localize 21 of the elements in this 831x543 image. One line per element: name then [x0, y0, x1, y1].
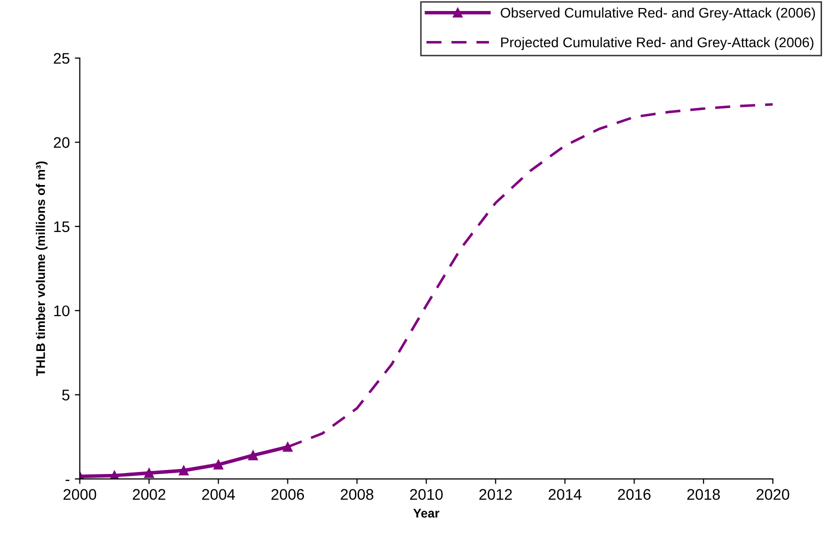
legend-label: Observed Cumulative Red- and Grey-Attack (2006) — [500, 7, 815, 20]
y-tick-label: 15 — [54, 221, 70, 232]
x-tick-label: 2018 — [687, 489, 720, 500]
x-tick-label: 2020 — [756, 489, 790, 500]
x-tick-label: 2000 — [64, 489, 96, 500]
y-tick-label: 25 — [54, 52, 70, 64]
y-tick-label: - — [66, 480, 70, 481]
y-tick-label: 20 — [54, 137, 70, 148]
y-axis-title: THLB timber volume (millions of m³) — [36, 161, 48, 376]
x-tick-label: 2014 — [548, 489, 582, 500]
y-tick-label: 5 — [62, 390, 70, 400]
x-tick-label: 2006 — [271, 489, 304, 500]
x-tick-label: 2008 — [340, 489, 374, 500]
x-tick-label: 2012 — [479, 489, 512, 500]
x-tick-label: 2010 — [410, 489, 443, 500]
y-tick-label: 10 — [54, 305, 70, 316]
x-tick-label: 2016 — [618, 489, 651, 500]
legend-label: Projected Cumulative Red- and Grey-Attack (2006) — [501, 37, 814, 50]
x-tick-label: 2002 — [132, 489, 166, 500]
x-tick-label: 2004 — [202, 489, 235, 500]
x-axis-title: Year — [413, 508, 440, 518]
